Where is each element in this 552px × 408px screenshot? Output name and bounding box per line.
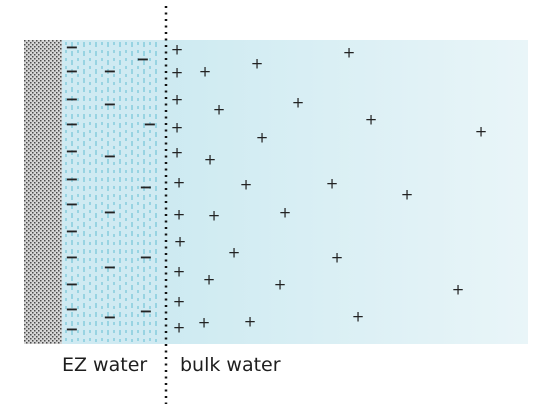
positive-charge-icon: + (251, 55, 264, 73)
positive-charge-icon: + (401, 186, 414, 204)
negative-charge-icon: − (136, 50, 149, 69)
positive-charge-icon: + (240, 176, 253, 194)
positive-charge-icon: + (203, 271, 216, 289)
positive-charge-icon: + (326, 175, 339, 193)
positive-charge-icon: + (292, 94, 305, 112)
positive-charge-icon: + (343, 44, 356, 62)
ez-stripes (65, 42, 157, 342)
negative-charge-icon: − (65, 115, 78, 134)
negative-charge-icon: − (65, 248, 78, 267)
negative-charge-icon: − (65, 195, 78, 214)
negative-charge-icon: − (139, 302, 152, 321)
negative-charge-icon: − (139, 178, 152, 197)
positive-charge-icon: + (208, 207, 221, 225)
positive-charge-icon: + (256, 129, 269, 147)
positive-charge-icon: + (173, 293, 186, 311)
positive-charge-icon: + (171, 91, 184, 109)
positive-charge-icon: + (198, 314, 211, 332)
positive-charge-icon: + (244, 313, 257, 331)
positive-charge-icon: + (173, 174, 186, 192)
positive-charge-icon: + (171, 41, 184, 59)
negative-charge-icon: − (103, 95, 116, 114)
negative-charge-icon: − (65, 275, 78, 294)
negative-charge-icon: − (65, 142, 78, 161)
negative-charge-icon: − (103, 147, 116, 166)
positive-charge-icon: + (173, 206, 186, 224)
positive-charge-icon: + (475, 123, 488, 141)
positive-charge-icon: + (228, 244, 241, 262)
positive-charge-icon: + (365, 111, 378, 129)
negative-charge-icon: − (143, 115, 156, 134)
positive-charge-icon: + (331, 249, 344, 267)
negative-charge-icon: − (103, 203, 116, 222)
positive-charge-icon: + (174, 233, 187, 251)
positive-charge-icon: + (274, 276, 287, 294)
negative-charge-icon: − (65, 300, 78, 319)
positive-charge-icon: + (204, 151, 217, 169)
positive-charge-icon: + (279, 204, 292, 222)
positive-charge-icon: + (173, 263, 186, 281)
negative-charge-icon: − (65, 170, 78, 189)
negative-charge-icon: − (65, 62, 78, 81)
negative-charge-icon: − (139, 248, 152, 267)
positive-charges: + + + + + + + + + + + + + + + + + + + + + + + + + + + + + + + + + (171, 41, 488, 337)
hydrophilic-surface (24, 40, 62, 344)
bulk-water-region (160, 40, 528, 344)
negative-charges: − − − − − − − − − − − − − − − − − − − − − − − (65, 38, 156, 339)
positive-charge-icon: + (452, 281, 465, 299)
negative-charge-icon: − (103, 258, 116, 277)
positive-charge-icon: + (173, 319, 186, 337)
negative-charge-icon: − (103, 62, 116, 81)
positive-charge-icon: + (171, 144, 184, 162)
positive-charge-icon: + (171, 64, 184, 82)
negative-charge-icon: − (65, 38, 78, 57)
positive-charge-icon: + (213, 101, 226, 119)
bulk-water-label: bulk water (180, 354, 281, 376)
negative-charge-icon: − (65, 222, 78, 241)
negative-charge-icon: − (65, 320, 78, 339)
positive-charge-icon: + (199, 63, 212, 81)
ez-water-label: EZ water (62, 354, 148, 376)
positive-charge-icon: + (171, 119, 184, 137)
negative-charge-icon: − (103, 308, 116, 327)
positive-charge-icon: + (352, 308, 365, 326)
negative-charge-icon: − (65, 90, 78, 109)
